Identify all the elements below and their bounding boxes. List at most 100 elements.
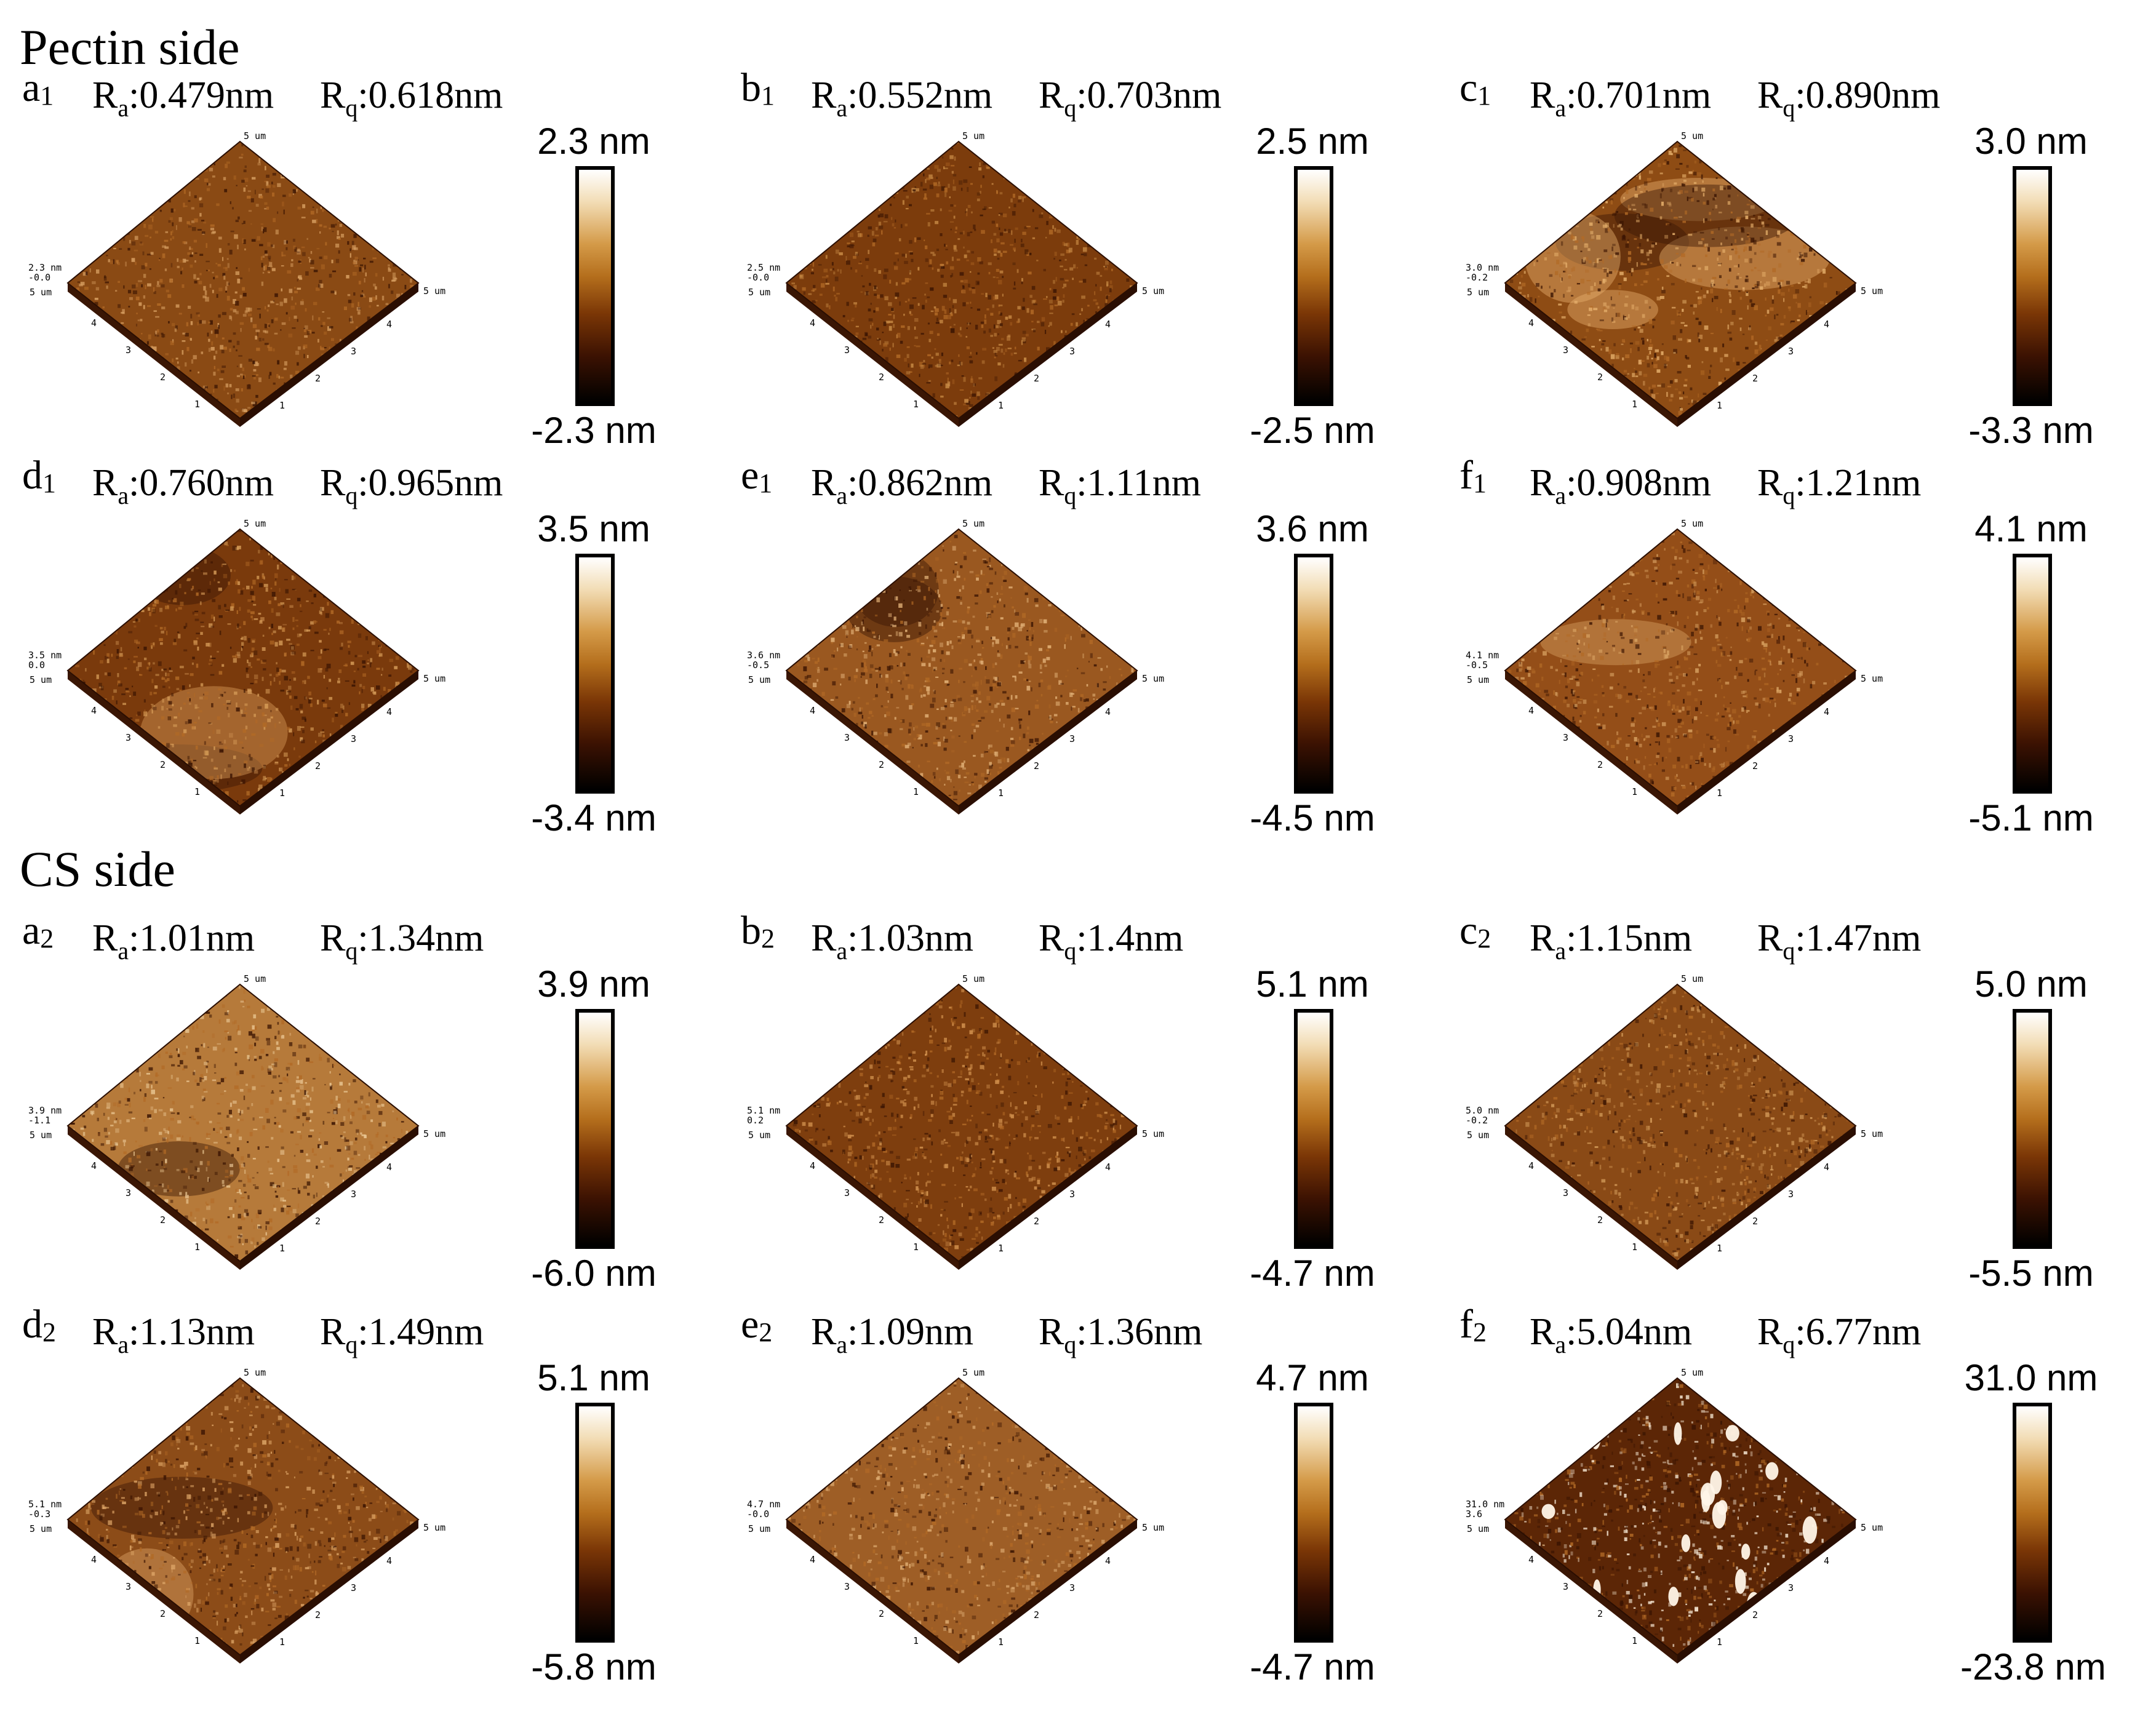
rq-subscript: q (1064, 937, 1077, 965)
axis-tick-right: 4 (386, 706, 392, 717)
ra-number: :0.552nm (847, 74, 993, 116)
rq-symbol: R (320, 917, 346, 959)
height-colorbar (2013, 1403, 2052, 1643)
rq-subscript: q (1783, 482, 1795, 509)
panel-label: a2 (22, 911, 54, 952)
panel-index: 2 (1477, 923, 1491, 954)
axis-tick-left: 3 (126, 732, 131, 743)
afm-panel-f1: f1 Ra:0.908nm Rq:1.21nm 4.1 nm -5.1 nm 4… (1437, 455, 2156, 849)
axis-tick-right: 4 (1824, 1162, 1829, 1173)
height-colorbar (1294, 554, 1333, 794)
axis-tick-right: 1 (1717, 1636, 1722, 1648)
colorbar-min-label: -5.5 nm (1968, 1253, 2094, 1294)
rq-number: :6.77nm (1795, 1311, 1922, 1353)
axis-tick-right: 1 (1717, 1243, 1722, 1254)
afm-3d-surface: 3.9 nm-1.1 5 um 5 um 5 um 1 1 2 2 3 3 4 4 (28, 973, 445, 1270)
rq-number: :0.703nm (1076, 74, 1222, 116)
axis-tick-left: 1 (1632, 1242, 1637, 1253)
axis-tick-left: 2 (160, 1608, 166, 1619)
z-axis-bottom-label: -0.5 (1466, 660, 1488, 671)
axis-corner-label-right: 5 um (1861, 285, 1883, 297)
z-axis-top-label: 31.0 nm (1466, 1499, 1504, 1510)
panel-letter: a (22, 65, 41, 110)
colorbar-max-label: 5.0 nm (1974, 963, 2088, 1005)
afm-3d-surface: 3.6 nm-0.5 5 um 5 um 5 um 1 1 2 2 3 3 4 4 (747, 518, 1164, 815)
rq-symbol: R (1757, 1311, 1783, 1353)
panel-index: 2 (42, 1317, 56, 1347)
afm-3d-surface: 5.0 nm-0.2 5 um 5 um 5 um 1 1 2 2 3 3 4 4 (1466, 973, 1883, 1270)
afm-panel-b1: b1 Ra:0.552nm Rq:0.703nm 2.5 nm -2.5 nm … (719, 68, 1437, 461)
afm-panel-a1: a1 Ra:0.479nm Rq:0.618nm 2.3 nm -2.3 nm … (0, 68, 719, 461)
axis-tick-left: 4 (91, 317, 97, 329)
axis-tick-right: 2 (315, 373, 321, 384)
axis-corner-label-right: 5 um (1861, 1522, 1883, 1533)
afm-3d-surface: 31.0 nm3.6 5 um 5 um 5 um 1 1 2 2 3 3 4 4 (1466, 1367, 1883, 1664)
axis-tick-left: 1 (194, 1635, 200, 1646)
axis-corner-label-right: 5 um (1142, 1522, 1164, 1533)
axis-tick-left: 4 (91, 1554, 97, 1565)
axis-tick-left: 1 (194, 1242, 200, 1253)
afm-panel-b2: b2 Ra:1.03nm Rq:1.4nm 5.1 nm -4.7 nm 5.1… (719, 911, 1437, 1304)
ra-value: Ra:1.15nm (1530, 919, 1692, 963)
ra-subscript: a (1555, 1331, 1567, 1358)
ra-value: Ra:0.862nm (811, 464, 992, 508)
axis-corner-label-left: 5 um (748, 674, 770, 685)
axis-tick-right: 3 (1069, 1582, 1075, 1593)
axis-tick-left: 4 (1528, 317, 1534, 329)
axis-corner-label-left: 5 um (1467, 287, 1489, 298)
axis-tick-left: 2 (1597, 1214, 1603, 1226)
colorbar-min-label: -2.3 nm (531, 410, 657, 451)
panel-label: f1 (1459, 455, 1487, 497)
axis-tick-left: 4 (1528, 705, 1534, 716)
axis-corner-label-right: 5 um (423, 1522, 445, 1533)
rq-subscript: q (345, 937, 358, 965)
ra-value: Ra:0.760nm (92, 464, 274, 508)
afm-panel-e2: e2 Ra:1.09nm Rq:1.36nm 4.7 nm -4.7 nm 4.… (719, 1304, 1437, 1698)
colorbar-max-label: 3.9 nm (537, 963, 650, 1005)
colorbar-min-label: -4.5 nm (1250, 797, 1375, 839)
axis-tick-right: 4 (1824, 319, 1829, 330)
axis-tick-right: 4 (1105, 1555, 1111, 1566)
ra-symbol: R (1530, 74, 1555, 116)
z-axis-bottom-label: -0.3 (28, 1509, 50, 1520)
axis-tick-right: 1 (279, 1243, 285, 1254)
axis-tick-left: 2 (1597, 1608, 1603, 1619)
z-axis-top-label: 3.5 nm (28, 650, 62, 661)
axis-corner-label-left: 5 um (30, 1523, 52, 1534)
axis-tick-left: 3 (1563, 1187, 1568, 1198)
axis-corner-label-top: 5 um (244, 130, 266, 142)
axis-tick-right: 3 (1069, 1189, 1075, 1200)
panel-index: 2 (761, 923, 775, 954)
axis-corner-label-left: 5 um (1467, 1130, 1489, 1141)
colorbar-min-label: -23.8 nm (1960, 1646, 2106, 1688)
panel-index: 2 (759, 1317, 773, 1347)
ra-number: :1.01nm (129, 917, 255, 959)
colorbar-max-label: 2.5 nm (1256, 121, 1369, 162)
ra-symbol: R (92, 1311, 118, 1353)
section-title-cs: CS side (20, 841, 175, 897)
height-colorbar (2013, 554, 2052, 794)
axis-corner-label-top: 5 um (244, 1367, 266, 1378)
axis-corner-label-top: 5 um (244, 973, 266, 984)
rq-value: Rq:0.618nm (320, 76, 503, 121)
ra-number: :0.760nm (129, 462, 274, 504)
axis-tick-left: 3 (844, 1581, 850, 1592)
ra-number: :1.03nm (847, 917, 974, 959)
ra-value: Ra:0.479nm (92, 76, 274, 121)
axis-tick-left: 4 (810, 317, 815, 329)
ra-number: :0.862nm (847, 462, 993, 504)
ra-subscript: a (118, 937, 129, 965)
rq-number: :1.34nm (357, 917, 484, 959)
axis-tick-right: 3 (351, 733, 356, 744)
ra-subscript: a (118, 94, 129, 122)
axis-tick-left: 3 (1563, 732, 1568, 743)
rq-subscript: q (345, 482, 358, 509)
z-axis-bottom-label: 0.0 (28, 660, 45, 671)
height-colorbar (575, 166, 615, 406)
z-axis-bottom-label: -0.0 (747, 272, 769, 283)
afm-3d-surface: 5.1 nm0.2 5 um 5 um 5 um 1 1 2 2 3 3 4 4 (747, 973, 1164, 1270)
axis-tick-left: 1 (913, 1242, 919, 1253)
section-title-pectin: Pectin side (20, 19, 240, 75)
afm-3d-surface: 4.1 nm-0.5 5 um 5 um 5 um 1 1 2 2 3 3 4 4 (1466, 518, 1883, 815)
ra-symbol: R (811, 462, 837, 504)
